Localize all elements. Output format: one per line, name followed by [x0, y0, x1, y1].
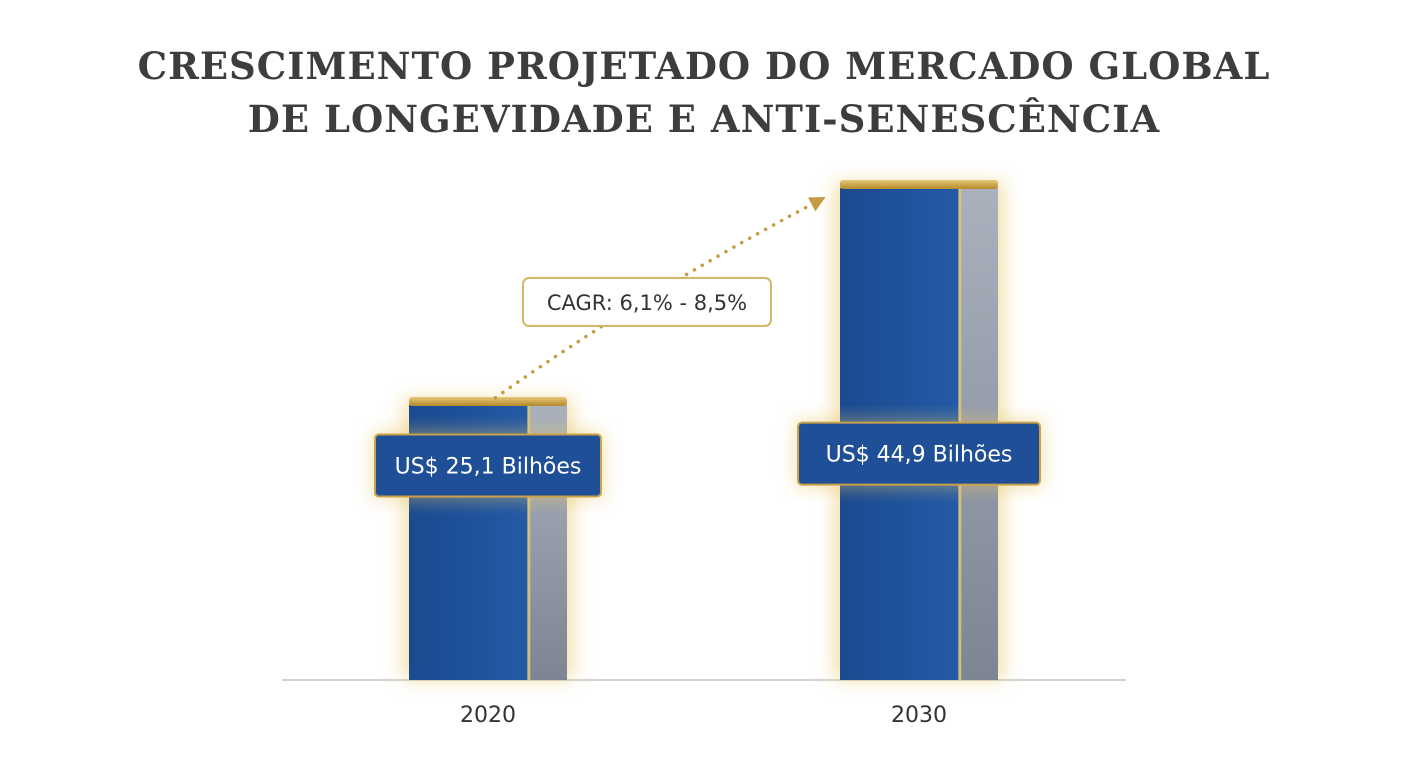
- x-tick-label-2020: 2020: [460, 703, 516, 728]
- chart-title: CRESCIMENTO PROJETADO DO MERCADO GLOBAL …: [0, 40, 1408, 146]
- chart-title-line-1: CRESCIMENTO PROJETADO DO MERCADO GLOBAL: [137, 44, 1271, 88]
- value-label-box-2030: [797, 421, 1041, 486]
- bar-edge-2020: [527, 404, 531, 680]
- value-label-box-2020: [374, 433, 602, 498]
- value-label-group-2020: US$ 25,1 Bilhões: [372, 431, 604, 500]
- cagr-annotation: CAGR: 6,1% - 8,5%: [522, 277, 772, 327]
- labels-layer: US$ 25,1 Bilhões 2020 US$ 44,9 Bilhões 2030: [372, 419, 1043, 728]
- cagr-box: [522, 277, 772, 327]
- value-label-group-2030: US$ 44,9 Bilhões: [795, 419, 1043, 488]
- cagr-label: CAGR: 6,1% - 8,5%: [547, 291, 747, 315]
- value-label-2030: US$ 44,9 Bilhões: [826, 443, 1013, 468]
- chart-title-line-2: DE LONGEVIDADE E ANTI-SENESCÊNCIA: [247, 97, 1161, 141]
- x-tick-label-2030: 2030: [891, 703, 947, 728]
- bar-cap-2030: [840, 180, 998, 189]
- value-label-2020: US$ 25,1 Bilhões: [395, 454, 582, 479]
